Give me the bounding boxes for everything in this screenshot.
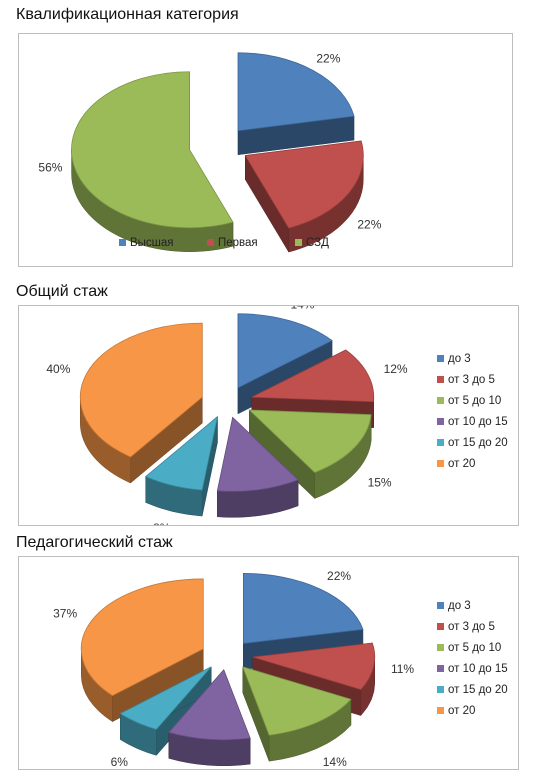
chart-2-svg: 14%12%15%11%8%40%до 3от 3 до 5от 5 до 10…: [46, 306, 508, 525]
pie-slice-3: [248, 409, 372, 473]
pie-slice-6: [80, 578, 204, 697]
slice-label: 22%: [357, 218, 381, 232]
slice-label: 8%: [153, 521, 171, 525]
slice-label: 22%: [316, 52, 340, 66]
pie-slice-2: [251, 349, 375, 403]
legend-label: до 3: [448, 600, 471, 612]
legend-swatch: [207, 239, 214, 246]
slice-label: 15%: [368, 476, 392, 490]
slice-label: 14%: [323, 755, 347, 769]
pie-slice-2: [252, 642, 376, 690]
pie-slice-5: [144, 415, 219, 491]
slice-label: 22%: [327, 569, 351, 583]
legend-swatch: [295, 239, 302, 246]
legend-swatch: [437, 376, 444, 383]
slice-label: 56%: [38, 160, 62, 174]
legend-label: от 10 до 15: [448, 416, 508, 428]
pie-slice-1: [237, 52, 355, 132]
legend-swatch: [119, 239, 126, 246]
legend-swatch: [437, 644, 444, 651]
legend-label: от 15 до 20: [448, 684, 508, 696]
legend-label: от 20: [448, 458, 475, 470]
chart-3-frame: 22%11%14%11%6%37%до 3от 3 до 5от 5 до 10…: [18, 556, 519, 770]
chart-1-svg: 22% 22% 56% Высшая Первая СЗД: [38, 52, 382, 253]
legend-label: от 5 до 10: [448, 642, 501, 654]
pie-slice-1: [243, 573, 364, 644]
legend-label: до 3: [448, 353, 471, 365]
slice-label: 14%: [290, 306, 314, 312]
slice-label: 6%: [111, 755, 129, 769]
legend-swatch: [437, 355, 444, 362]
pie-slice-6: [79, 322, 203, 458]
pie-slice-3: [242, 666, 352, 736]
legend-swatch: [437, 397, 444, 404]
legend-swatch: [437, 602, 444, 609]
legend-swatch: [437, 439, 444, 446]
slice-label: 11%: [391, 662, 414, 676]
legend-label: от 10 до 15: [448, 663, 508, 675]
pie-slice-5: [119, 666, 212, 730]
slice-label: 40%: [46, 362, 70, 376]
legend-swatch: [437, 460, 444, 467]
legend-swatch: [437, 418, 444, 425]
pie-slice-4: [168, 669, 251, 741]
legend-swatch: [437, 623, 444, 630]
pie-slice-1: [237, 313, 333, 389]
legend-swatch: [437, 665, 444, 672]
pie-slice-3: [71, 71, 234, 229]
legend-label: Первая: [218, 237, 258, 249]
legend-label: от 20: [448, 705, 475, 717]
chart-2-title: Общий стаж: [16, 283, 108, 300]
chart-3-svg: 22%11%14%11%6%37%до 3от 3 до 5от 5 до 10…: [53, 569, 508, 769]
legend-swatch: [437, 686, 444, 693]
chart-1-title: Квалификационная категория: [16, 6, 239, 23]
chart-3-title: Педагогический стаж: [16, 534, 173, 551]
legend-label: от 15 до 20: [448, 437, 508, 449]
slice-label: 12%: [384, 362, 408, 376]
legend-label: от 3 до 5: [448, 374, 495, 386]
legend-label: от 3 до 5: [448, 621, 495, 633]
pie-slice-4: [216, 416, 299, 492]
legend-label: от 5 до 10: [448, 395, 501, 407]
slice-label: 37%: [53, 607, 77, 621]
legend-swatch: [437, 707, 444, 714]
pie-slice-2: [244, 140, 364, 229]
chart-2-frame: 14%12%15%11%8%40%до 3от 3 до 5от 5 до 10…: [18, 305, 519, 526]
legend-label: СЗД: [306, 237, 329, 249]
legend-label: Высшая: [130, 237, 174, 249]
chart-1-frame: 22% 22% 56% Высшая Первая СЗД: [18, 33, 513, 267]
